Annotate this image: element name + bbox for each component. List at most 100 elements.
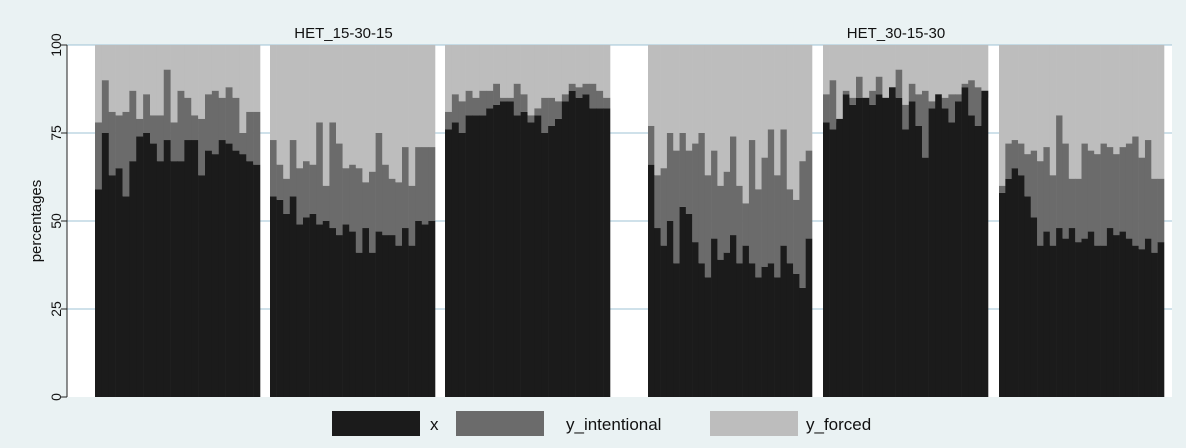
bar-group (999, 45, 1165, 397)
bar-x (479, 115, 487, 398)
bar-x (948, 122, 956, 397)
bar-y-forced (150, 45, 158, 116)
bar-x (211, 154, 220, 397)
panel-1: HET_15-30-15 (67, 25, 620, 398)
bar-y-forced (493, 45, 501, 84)
bar-x (692, 242, 699, 397)
legend-item-y-intentional: y_intentional (456, 411, 661, 436)
bar-y-forced (421, 45, 429, 148)
bar-x (1068, 228, 1076, 397)
bar-x (603, 108, 611, 398)
bar-y-forced (666, 45, 674, 133)
y-axis: 0 25 50 75 100 (48, 33, 68, 401)
bar-y-intentional (948, 94, 956, 123)
bar-y-forced (355, 45, 363, 169)
panel-title: HET_30-15-30 (847, 25, 945, 42)
bar-y-forced (774, 45, 781, 176)
bar-y-forced (842, 45, 850, 91)
bar-x (382, 235, 390, 397)
bar-y-intentional (575, 87, 583, 98)
bar-y-intentional (596, 90, 604, 109)
bar-y-intentional (1119, 147, 1127, 232)
bar-y-forced (156, 45, 165, 116)
bar-y-forced (1011, 45, 1019, 141)
bar-y-forced (303, 45, 310, 162)
bar-y-intentional (823, 94, 830, 123)
bar-y-forced (685, 45, 693, 151)
bar-y-forced (369, 45, 376, 172)
bar-x (889, 87, 896, 398)
bar-y-intentional (774, 175, 781, 278)
bar-y-intentional (742, 203, 750, 246)
bar-y-intentional (1005, 143, 1012, 179)
bar-x (568, 90, 576, 397)
bar-y-intentional (336, 143, 343, 236)
bar-y-forced (108, 45, 116, 112)
bar-y-forced (673, 45, 680, 151)
bar-y-intentional (1018, 143, 1025, 176)
bar-y-intentional (1138, 157, 1146, 250)
bar-y-forced (1081, 45, 1089, 144)
bar-y-forced (1106, 45, 1114, 148)
bar-x (561, 101, 570, 397)
bar-x (506, 101, 515, 397)
bar-y-intentional (1030, 150, 1038, 218)
bar-y-intentional (849, 97, 857, 105)
bar-x (679, 206, 687, 397)
bar-y-forced (218, 45, 226, 98)
bar-y-forced (520, 45, 528, 95)
bar-x (316, 224, 324, 397)
bar-y-forced (309, 45, 317, 165)
bar-y-intentional (1100, 143, 1108, 246)
bar-x (1081, 238, 1089, 397)
bar-y-forced (1049, 45, 1057, 176)
bar-y-forced (349, 45, 357, 165)
bar-y-forced (541, 45, 549, 98)
bar-x (156, 161, 165, 397)
bar-y-intentional (902, 104, 910, 130)
bar-x (465, 115, 473, 398)
bar-y-forced (1151, 45, 1158, 179)
bar-y-intentional (150, 115, 158, 144)
bar-y-forced (362, 45, 370, 183)
bar-x (1151, 252, 1158, 397)
bar-y-forced (793, 45, 800, 200)
bar-y-intentional (829, 80, 837, 130)
bar-x (541, 133, 549, 397)
bar-y-intentional (1087, 150, 1095, 232)
bar-y-forced (1018, 45, 1025, 144)
bar-x (902, 129, 910, 398)
bar-y-forced (402, 45, 409, 148)
bar-y-forced (395, 45, 403, 183)
bar-x (882, 97, 890, 398)
bar-y-forced (415, 45, 423, 148)
bar-y-intentional (170, 122, 178, 162)
y-tick-label: 0 (48, 393, 64, 401)
bar-y-intentional (666, 133, 674, 221)
bar-x (928, 108, 936, 398)
bar-y-intentional (122, 111, 130, 197)
bar-x (555, 118, 563, 398)
bar-x (673, 263, 680, 397)
bar-x (408, 245, 416, 397)
bar-x (143, 133, 151, 397)
bar-x (445, 129, 453, 398)
bar-y-intentional (493, 83, 501, 105)
bar-x (184, 140, 192, 398)
bar-y-intentional (548, 97, 556, 126)
panel-2: HET_30-15-30 (620, 25, 1172, 398)
bar-x (704, 277, 712, 397)
bar-x (513, 115, 521, 398)
bar-y-intentional (654, 175, 661, 229)
bar-y-forced (999, 45, 1006, 186)
bar-y-forced (1094, 45, 1101, 155)
bar-y-forced (276, 45, 284, 165)
bar-y-forced (908, 45, 916, 84)
bar-y-forced (915, 45, 923, 95)
bar-y-intentional (717, 185, 724, 260)
bar-y-intentional (648, 125, 655, 165)
bar-y-intentional (388, 178, 396, 236)
bar-x (723, 252, 731, 397)
bar-y-forced (589, 45, 597, 84)
bar-x (1062, 238, 1070, 397)
